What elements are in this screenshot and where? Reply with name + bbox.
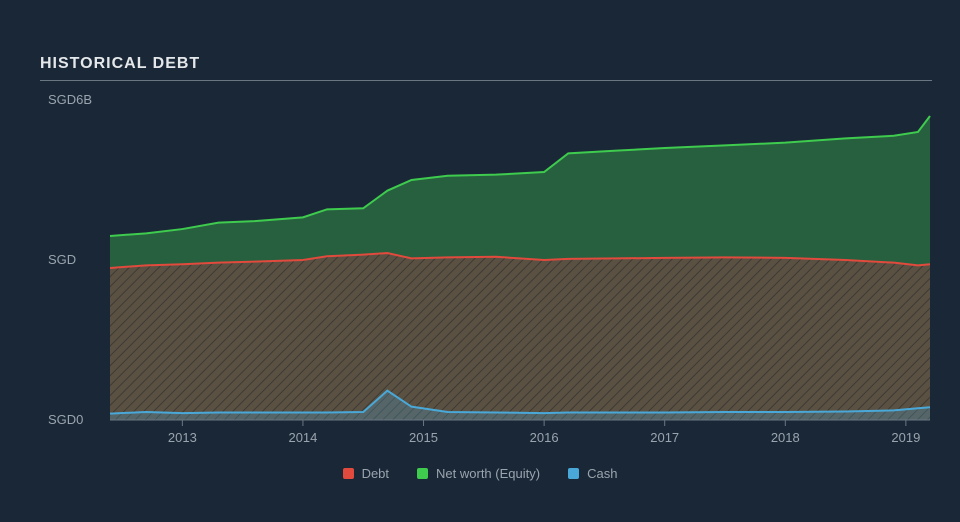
legend-item: Net worth (Equity) — [417, 466, 540, 481]
legend-swatch — [343, 468, 354, 479]
y-tick-label: SGD — [48, 252, 76, 267]
x-tick-label: 2019 — [891, 430, 920, 445]
x-tick-label: 2014 — [288, 430, 317, 445]
x-tick-label: 2017 — [650, 430, 679, 445]
x-tick-label: 2018 — [771, 430, 800, 445]
x-tick-label: 2015 — [409, 430, 438, 445]
legend-label: Debt — [362, 466, 389, 481]
area-chart — [0, 0, 960, 522]
legend-swatch — [568, 468, 579, 479]
legend-label: Cash — [587, 466, 617, 481]
y-tick-label: SGD6B — [48, 92, 92, 107]
y-tick-label: SGD0 — [48, 412, 83, 427]
legend-item: Cash — [568, 466, 617, 481]
legend-label: Net worth (Equity) — [436, 466, 540, 481]
x-tick-label: 2013 — [168, 430, 197, 445]
legend-item: Debt — [343, 466, 389, 481]
legend-swatch — [417, 468, 428, 479]
x-tick-label: 2016 — [530, 430, 559, 445]
legend: Debt Net worth (Equity) Cash — [0, 466, 960, 482]
